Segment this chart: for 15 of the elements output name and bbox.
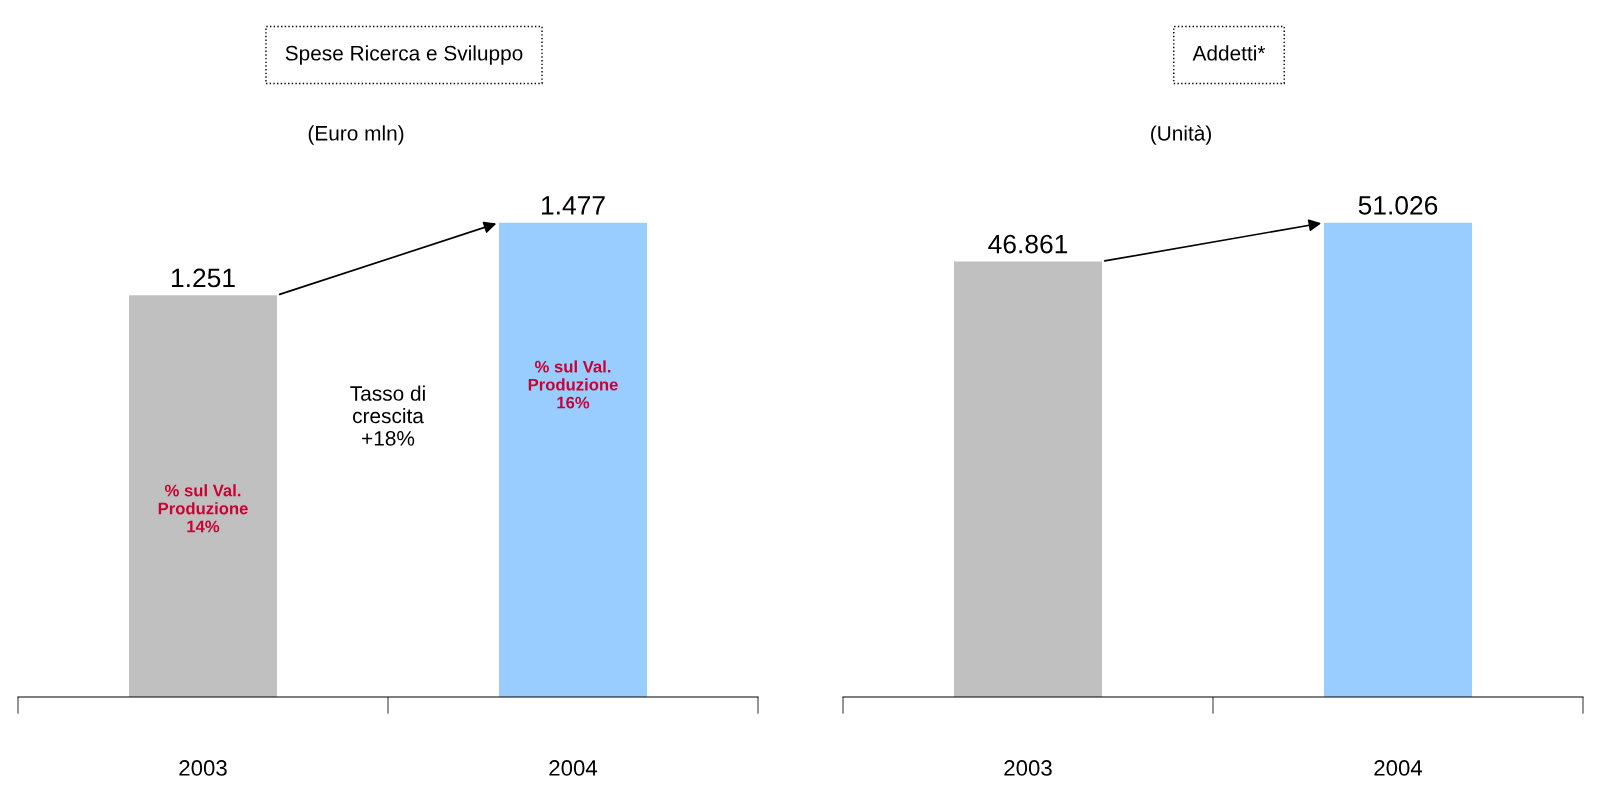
chart-title: Addetti* — [1192, 45, 1266, 61]
annotation: Tasso di crescita +18% — [350, 385, 425, 446]
chart-title: Spese Ricerca e Sviluppo — [285, 45, 523, 65]
x-tick-label: 2003 — [179, 760, 227, 776]
annotation: % sul Val. Produzione 16% — [528, 360, 618, 409]
data-label: 1.251 — [172, 268, 235, 288]
data-label: 51.026 — [1358, 196, 1438, 215]
data-label: 46.861 — [988, 234, 1068, 254]
chart-subtitle: (Euro mln) — [308, 125, 404, 145]
x-tick-label: 2003 — [1004, 760, 1052, 776]
x-tick-label: 2004 — [1374, 760, 1423, 776]
chart-subtitle: (Unità) — [1151, 125, 1211, 145]
x-tick-label: 2004 — [549, 760, 598, 776]
data-label: 1.477 — [542, 196, 605, 215]
annotation: % sul Val. Produzione 14% — [158, 484, 248, 533]
